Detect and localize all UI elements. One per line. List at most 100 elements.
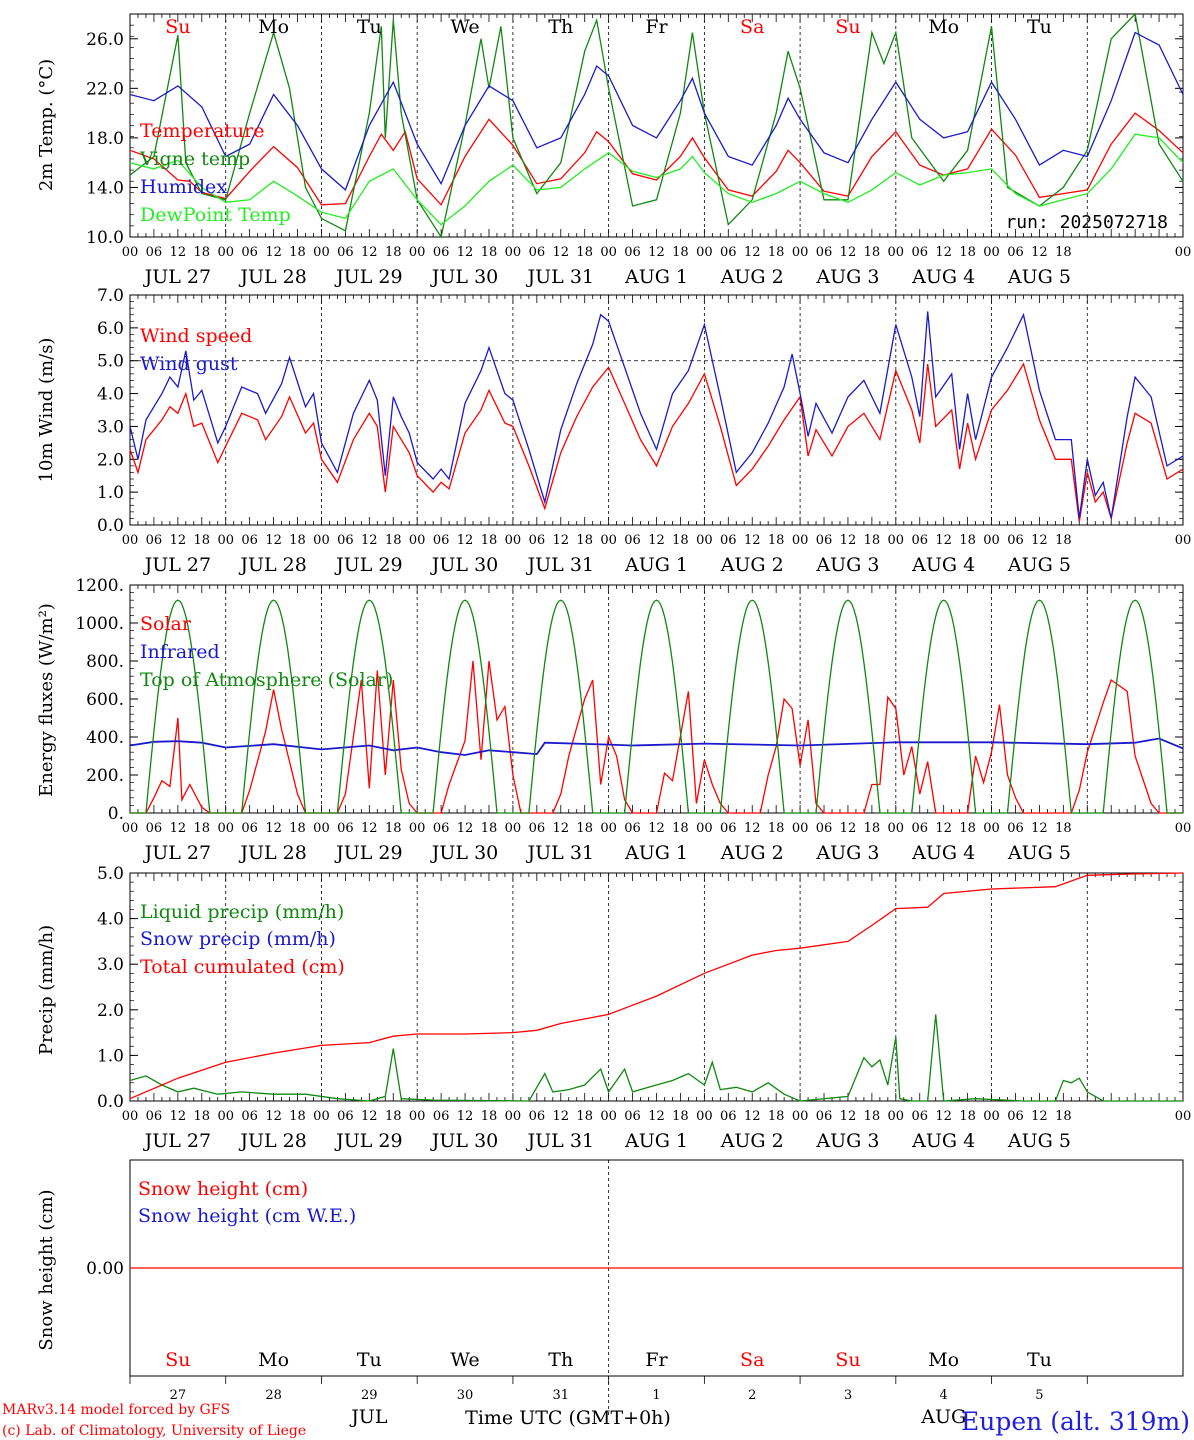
x-hour-label: 00 xyxy=(983,1109,1000,1124)
y-axis-label: Snow height (cm) xyxy=(36,1189,57,1350)
x-hour-label: 12 xyxy=(552,821,569,836)
day-of-week-label: Th xyxy=(548,16,573,38)
x-hour-label: 00 xyxy=(122,821,139,836)
day-of-week-label: Sa xyxy=(740,16,764,38)
x-date-label: JUL 27 xyxy=(143,1130,211,1152)
x-hour-label: 18 xyxy=(576,821,593,836)
x-hour-label: 12 xyxy=(935,821,952,836)
x-hour-label: 00 xyxy=(888,1109,905,1124)
x-date-label: AUG 4 xyxy=(911,554,975,576)
x-hour-label: 18 xyxy=(481,533,498,548)
panel-1 xyxy=(129,12,1184,239)
x-hour-label: 00 xyxy=(122,1109,139,1124)
x-hour-label: 18 xyxy=(959,533,976,548)
series-line-total-cumulated-cm- xyxy=(129,872,1184,1100)
day-number-label: 31 xyxy=(552,1388,569,1403)
day-number-label: 30 xyxy=(457,1388,474,1403)
series-line-temperature xyxy=(129,112,1184,206)
panel-2 xyxy=(129,294,1184,526)
day-of-week-label: Su xyxy=(835,1349,860,1371)
run-annotation: run: 2025072718 xyxy=(1005,212,1168,233)
x-hour-label: 18 xyxy=(1055,821,1072,836)
x-hour-label: 00 xyxy=(983,245,1000,260)
x-hour-label: 06 xyxy=(529,533,546,548)
x-hour-label: 00 xyxy=(122,533,139,548)
month-label: AUG xyxy=(920,1406,966,1428)
series-line-dewpoint-temp xyxy=(129,133,1184,226)
x-hour-label: 06 xyxy=(720,821,737,836)
x-date-label: JUL 29 xyxy=(334,1130,402,1152)
y-tick-label: 22.0 xyxy=(86,79,124,99)
y-tick-label: 1200. xyxy=(75,576,124,596)
x-hour-label: 00 xyxy=(313,1109,330,1124)
day-of-week-label: Su xyxy=(835,16,860,38)
x-date-label: JUL 31 xyxy=(526,554,594,576)
x-date-label: JUL 31 xyxy=(526,266,594,288)
x-hour-label: 00 xyxy=(792,245,809,260)
x-hour-label: 12 xyxy=(457,245,474,260)
day-number-label: 5 xyxy=(1035,1388,1043,1403)
x-hour-label: 18 xyxy=(1055,533,1072,548)
y-tick-label: 0.0 xyxy=(97,516,124,536)
x-hour-label: 06 xyxy=(529,245,546,260)
day-number-label: 27 xyxy=(170,1388,187,1403)
y-tick-label: 0. xyxy=(108,804,124,824)
x-hour-label: 18 xyxy=(385,821,402,836)
day-number-label: 2 xyxy=(748,1388,756,1403)
legend-entry: DewPoint Temp xyxy=(140,204,291,226)
x-hour-label: 12 xyxy=(361,245,378,260)
x-hour-label: 18 xyxy=(289,1109,306,1124)
x-hour-label: 06 xyxy=(433,245,450,260)
x-hour-label: 00 xyxy=(122,245,139,260)
x-hour-label: 12 xyxy=(840,533,857,548)
x-hour-label: 00 xyxy=(217,821,234,836)
y-tick-label: 14.0 xyxy=(86,178,124,198)
x-hour-label: 00 xyxy=(505,821,522,836)
series-line-humidex xyxy=(129,31,1184,192)
x-hour-label: 18 xyxy=(768,245,785,260)
x-hour-label: 06 xyxy=(624,533,641,548)
x-date-label: JUL 29 xyxy=(334,266,402,288)
credit-line: (c) Lab. of Climatology, University of L… xyxy=(2,1423,306,1439)
x-hour-label: 00 xyxy=(409,245,426,260)
x-date-label: JUL 29 xyxy=(334,842,402,864)
x-hour-label: 12 xyxy=(840,821,857,836)
x-hour-label: 06 xyxy=(337,1109,354,1124)
day-number-label: 1 xyxy=(652,1388,660,1403)
day-of-week-label: We xyxy=(450,1349,479,1371)
y-axis-label: 2m Temp. (°C) xyxy=(36,59,57,191)
series-line-infrared xyxy=(129,737,1184,756)
x-hour-label: 12 xyxy=(1031,1109,1048,1124)
x-hour-label: 06 xyxy=(241,1109,258,1124)
x-hour-label: 00 xyxy=(600,1109,617,1124)
x-date-label: JUL 28 xyxy=(238,266,306,288)
x-hour-label: 12 xyxy=(170,245,187,260)
x-hour-label: 12 xyxy=(935,533,952,548)
x-hour-label: 12 xyxy=(265,1109,282,1124)
x-date-label: AUG 4 xyxy=(911,266,975,288)
x-hour-label: 06 xyxy=(241,821,258,836)
x-hour-label: 18 xyxy=(194,533,211,548)
legend-entry: Snow height (cm W.E.) xyxy=(138,1205,356,1227)
y-tick-label: 10.0 xyxy=(86,228,124,248)
x-hour-label: 06 xyxy=(720,1109,737,1124)
x-hour-label: 00 xyxy=(1175,245,1192,260)
x-hour-label: 06 xyxy=(911,1109,928,1124)
x-hour-label: 12 xyxy=(552,533,569,548)
x-hour-label: 12 xyxy=(170,1109,187,1124)
x-hour-label: 12 xyxy=(457,533,474,548)
x-date-label: JUL 31 xyxy=(526,842,594,864)
x-hour-label: 06 xyxy=(337,821,354,836)
x-hour-label: 06 xyxy=(433,821,450,836)
x-date-label: AUG 2 xyxy=(720,266,784,288)
x-hour-label: 18 xyxy=(385,1109,402,1124)
x-hour-label: 00 xyxy=(217,533,234,548)
x-hour-label: 06 xyxy=(337,533,354,548)
month-label: JUL xyxy=(349,1406,388,1428)
x-hour-label: 18 xyxy=(576,533,593,548)
series-line-vigne-temp xyxy=(129,12,1184,239)
x-date-label: AUG 4 xyxy=(911,1130,975,1152)
x-hour-label: 18 xyxy=(768,1109,785,1124)
y-tick-label: 7.0 xyxy=(97,286,124,306)
legend-entry: Humidex xyxy=(140,176,227,198)
